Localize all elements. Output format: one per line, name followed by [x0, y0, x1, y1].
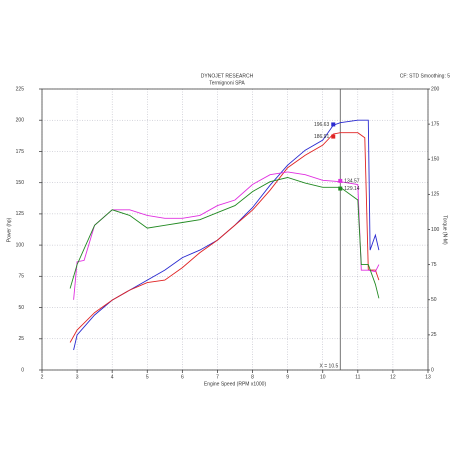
corner-note: CF: STD Smoothing: 5 [400, 73, 451, 79]
peak-marker [331, 122, 336, 127]
y-tick-label: 100 [16, 242, 25, 248]
cursor-label: X = 10.5 [320, 363, 339, 369]
y2-tick-label: 200 [431, 86, 440, 92]
y-tick-label: 0 [21, 367, 24, 373]
y2-tick-label: 25 [431, 332, 437, 338]
y2-tick-label: 175 [431, 121, 440, 127]
y2-tick-label: 125 [431, 192, 440, 198]
x-tick-label: 10 [320, 374, 326, 380]
x-tick-label: 6 [181, 374, 184, 380]
series-line [69, 177, 380, 299]
x-tick-label: 11 [355, 374, 360, 380]
peak-marker [338, 186, 343, 191]
chart-subtitle: Termignoni SPA [209, 80, 245, 86]
x-tick-label: 5 [146, 374, 149, 380]
x-axis-label: Engine Speed (RPM x1000) [204, 381, 267, 387]
y-tick-label: 25 [18, 336, 24, 342]
x-tick-label: 7 [216, 374, 219, 380]
y2-axis-label: Torque (N·M) [442, 215, 448, 245]
x-tick-label: 8 [251, 374, 254, 380]
y-tick-label: 225 [16, 86, 25, 92]
y-tick-label: 200 [16, 118, 25, 124]
y2-tick-label: 100 [431, 227, 440, 233]
y-tick-label: 150 [16, 180, 25, 186]
y-tick-label: 75 [18, 274, 24, 280]
peak-label: 134.57 [344, 178, 360, 184]
y2-tick-label: 75 [431, 262, 437, 268]
peak-label: 186.91 [314, 134, 330, 140]
x-tick-label: 2 [41, 374, 44, 380]
y2-tick-label: 50 [431, 297, 437, 303]
y-tick-label: 50 [18, 305, 24, 311]
y-tick-label: 125 [16, 211, 25, 217]
series-line [69, 132, 380, 343]
y2-tick-label: 0 [431, 367, 434, 373]
y-tick-label: 175 [16, 149, 25, 155]
plot-frame [41, 88, 429, 371]
peak-marker [331, 134, 336, 139]
y-axis-label: Power (hp) [6, 217, 12, 242]
chart-title: DYNOJET RESEARCH [201, 73, 254, 79]
series-line [73, 171, 380, 300]
x-tick-label: 3 [76, 374, 79, 380]
series-line [73, 119, 380, 351]
x-tick-label: 4 [111, 374, 114, 380]
x-tick-label: 9 [286, 374, 289, 380]
x-tick-label: 13 [425, 374, 431, 380]
peak-marker [338, 178, 343, 183]
y2-tick-label: 150 [431, 157, 440, 163]
x-tick-label: 12 [390, 374, 396, 380]
peak-label: 196.63 [314, 122, 330, 128]
peak-label: 129.14 [344, 186, 360, 192]
